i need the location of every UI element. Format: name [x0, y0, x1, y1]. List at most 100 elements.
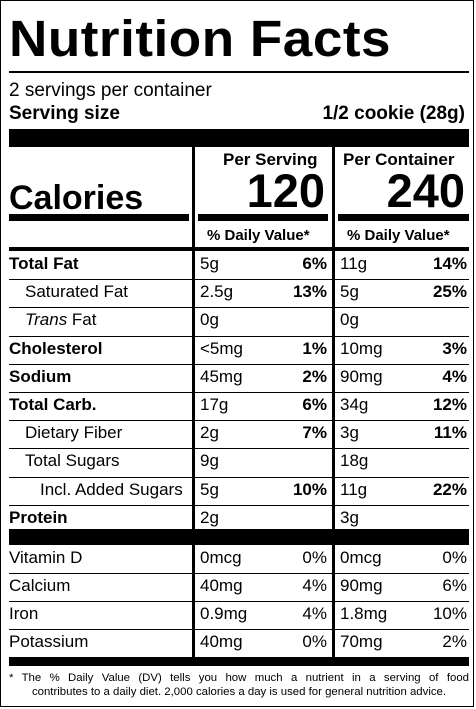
container-dv: 0%: [442, 548, 467, 567]
serving-size-value: 1/2 cookie (28g): [322, 103, 465, 124]
nutrient-name: Trans Fat: [25, 309, 97, 331]
serving-amount: 17g: [200, 395, 229, 414]
dv-header-container: % Daily Value*: [347, 227, 450, 244]
container-dv: 2%: [442, 632, 467, 651]
row-divider: [9, 601, 469, 602]
container-amount: 0g: [340, 310, 359, 330]
thick-divider: [9, 129, 469, 147]
calories-per-serving: 120: [246, 164, 325, 217]
container-amount: 10mg: [340, 338, 383, 358]
serving-amount: 40mg: [200, 632, 243, 651]
nutrient-name-italic: Trans: [25, 310, 68, 330]
serving-amount: <5mg: [200, 338, 243, 358]
divider: [9, 71, 469, 73]
row-divider: [9, 476, 469, 478]
serving-dv: 7%: [302, 423, 327, 443]
serving-size-label: Serving size: [9, 103, 120, 124]
container-dv: 6%: [442, 576, 467, 595]
serving-dv: 6%: [302, 395, 327, 414]
nutrient-row: Incl. Added Sugars 5g 10% 11g 22%: [9, 477, 469, 505]
vitamin-row: Calcium 40mg 4% 90mg 6%: [9, 573, 469, 601]
serving-amount: 2g: [200, 507, 219, 527]
nutrient-row: Total Sugars 9g 18g: [9, 448, 469, 476]
container-dv: 11%: [433, 423, 467, 443]
nutrient-name: Total Fat: [9, 254, 79, 273]
serving-amount: 40mg: [200, 576, 243, 595]
nutrient-row: Saturated Fat 2.5g 13% 5g 25%: [9, 279, 469, 307]
serving-amount: 0g: [200, 310, 219, 330]
row-divider: [9, 363, 469, 365]
container-amount: 70mg: [340, 632, 383, 651]
vitamin-name: Vitamin D: [9, 548, 83, 567]
servings-per-container: 2 servings per container: [9, 80, 212, 101]
container-dv: 4%: [442, 366, 467, 386]
serving-amount: 2.5g: [200, 282, 234, 302]
calories-rule-left: [9, 214, 189, 221]
container-amount: 11g: [340, 254, 368, 273]
nutrient-row: Total Carb. 17g 6% 34g 12%: [9, 392, 469, 420]
per-container-header: Per Container: [343, 150, 455, 169]
nutrient-name: Sodium: [9, 366, 72, 386]
container-amount: 11g: [340, 479, 368, 499]
calories-rule-mid: [198, 214, 328, 221]
dv-header-serving: % Daily Value*: [207, 227, 310, 244]
container-amount: 3g: [340, 507, 359, 527]
container-amount: 5g: [340, 282, 359, 302]
container-amount: 1.8mg: [340, 604, 388, 623]
container-amount: 34g: [340, 395, 369, 414]
serving-amount: 2g: [200, 423, 219, 443]
footnote-line-1: * The % Daily Value (DV) tells you how m…: [9, 672, 469, 684]
nutrient-name: Saturated Fat: [25, 282, 129, 302]
container-amount: 0mcg: [340, 548, 382, 567]
serving-amount: 45mg: [200, 366, 243, 386]
serving-amount: 5g: [200, 254, 219, 273]
serving-dv: 0%: [302, 548, 327, 567]
container-dv: 22%: [432, 479, 467, 499]
container-dv: 14%: [432, 254, 467, 273]
nutrient-row: Cholesterol <5mg 1% 10mg 3%: [9, 336, 469, 364]
nutrient-name-rest: Fat: [67, 310, 97, 330]
nutrient-name: Protein: [9, 507, 68, 527]
nutrient-row: Dietary Fiber 2g 7% 3g 11%: [9, 420, 469, 448]
nutrient-row: Sodium 45mg 2% 90mg 4%: [9, 364, 469, 392]
serving-amount: 0mcg: [200, 548, 242, 567]
container-dv: 3%: [442, 338, 467, 358]
footer-rule: [9, 657, 469, 666]
serving-dv: 0%: [302, 632, 327, 651]
vitamin-name: Potassium: [9, 632, 89, 651]
serving-dv: 4%: [302, 604, 327, 623]
column-divider-2: [332, 147, 335, 658]
serving-dv: 6%: [302, 254, 327, 273]
container-dv: 25%: [432, 282, 467, 302]
label-title: Nutrition Facts: [9, 10, 392, 67]
serving-dv: 2%: [302, 366, 327, 386]
vitamin-name: Calcium: [9, 576, 71, 595]
serving-dv: 10%: [292, 479, 327, 499]
calories-per-container: 240: [386, 164, 465, 217]
calories-label: Calories: [9, 179, 144, 217]
calories-rule-right: [338, 214, 469, 221]
column-divider-1: [192, 147, 195, 658]
serving-amount: 0.9mg: [200, 604, 248, 623]
serving-dv: 4%: [302, 576, 327, 595]
footnote: * The % Daily Value (DV) tells you how m…: [9, 671, 469, 699]
serving-dv: 1%: [302, 338, 327, 358]
nutrient-row: Total Fat 5g 6% 11g 14%: [9, 251, 469, 279]
container-amount: 90mg: [340, 576, 383, 595]
serving-amount: 9g: [200, 451, 219, 471]
row-divider: [9, 504, 469, 506]
row-divider: [9, 448, 469, 450]
dv-rule: [9, 247, 469, 251]
row-divider: [9, 629, 469, 630]
nutrient-row: Trans Fat 0g 0g: [9, 307, 469, 335]
vitamin-row: Potassium 40mg 0% 70mg 2%: [9, 629, 469, 657]
nutrient-name: Cholesterol: [9, 338, 103, 358]
serving-dv: 13%: [292, 282, 327, 302]
nutrient-name: Dietary Fiber: [25, 423, 123, 443]
serving-amount: 5g: [200, 479, 219, 499]
vitamin-row: Vitamin D 0mcg 0% 0mcg 0%: [9, 545, 469, 573]
nutrient-name: Incl. Added Sugars: [40, 479, 183, 499]
nutrient-name: Total Carb.: [9, 395, 97, 414]
row-divider: [9, 279, 469, 281]
